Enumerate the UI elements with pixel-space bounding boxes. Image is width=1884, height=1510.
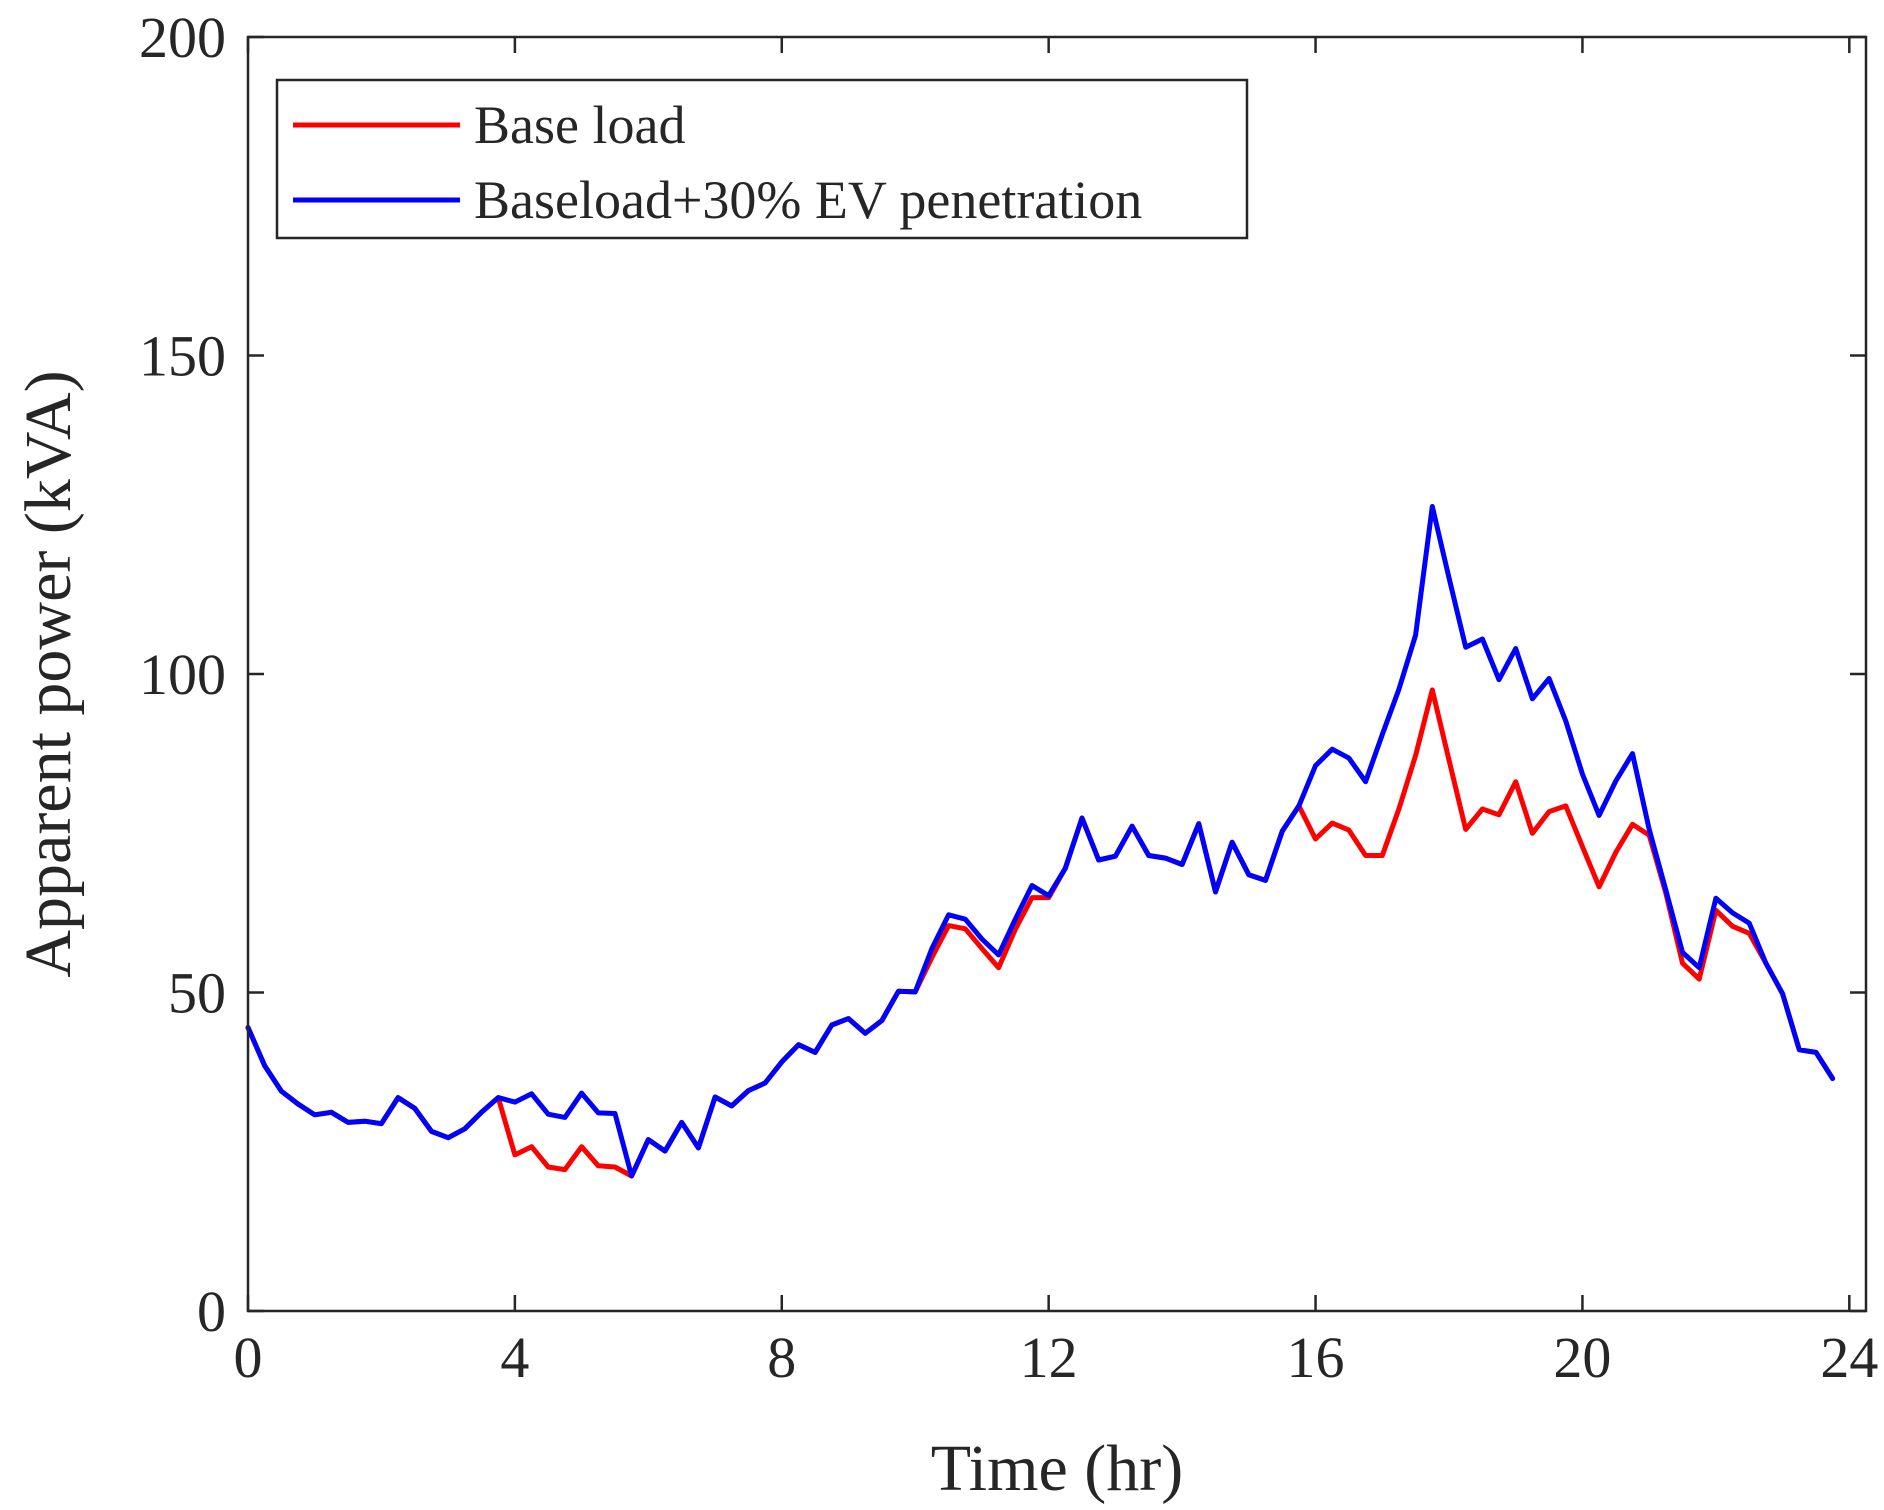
- y-tick-label: 200: [139, 5, 226, 70]
- series-line-base-load: [245, 687, 1836, 1179]
- y-tick-label: 100: [139, 642, 226, 707]
- y-axis-title: Apparent power (kVA): [12, 370, 85, 977]
- x-tick-label: 16: [1287, 1325, 1345, 1390]
- legend-box: [275, 78, 1249, 240]
- x-tick-label: 24: [1820, 1325, 1878, 1390]
- legend: Base load Baseload+30% EV penetration: [275, 78, 1249, 240]
- y-tick-label: 50: [168, 961, 226, 1026]
- x-tick-label: 4: [500, 1325, 529, 1390]
- y-tick-label: 0: [197, 1279, 226, 1344]
- legend-label-baseload-ev: Baseload+30% EV penetration: [474, 170, 1142, 230]
- series-layer: [245, 504, 1836, 1179]
- series-line-baseload-ev: [245, 504, 1836, 1179]
- x-tick-label: 12: [1020, 1325, 1078, 1390]
- x-tick-label: 20: [1553, 1325, 1611, 1390]
- y-tick-label: 150: [139, 324, 226, 389]
- axes: 0 4 8 12 16 20 24 0 50 100 150 200: [139, 5, 1878, 1390]
- x-axis-title: Time (hr): [931, 1432, 1183, 1505]
- legend-label-base-load: Base load: [474, 95, 685, 155]
- x-tick-label: 8: [767, 1325, 796, 1390]
- x-tick-label: 0: [234, 1325, 263, 1390]
